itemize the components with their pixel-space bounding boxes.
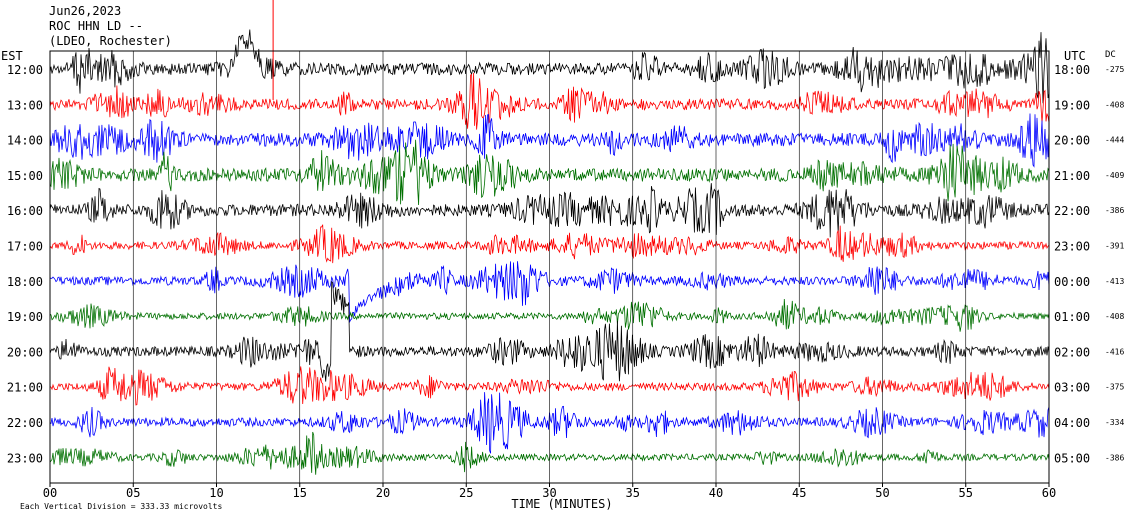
x-tick-label: 05 xyxy=(126,486,140,500)
est-hour-label: 23:00 xyxy=(7,451,43,465)
right-timezone-label: UTC xyxy=(1064,49,1086,63)
est-hour-label: 18:00 xyxy=(7,275,43,289)
est-hour-label: 19:00 xyxy=(7,310,43,324)
est-hour-label: 14:00 xyxy=(7,134,43,148)
header-network: (LDEO, Rochester) xyxy=(49,34,172,48)
dc-offset-label: -391 xyxy=(1105,242,1124,251)
dc-offset-label: -444 xyxy=(1105,136,1124,145)
x-tick-label: 55 xyxy=(959,486,973,500)
x-tick-label: 30 xyxy=(542,486,556,500)
x-tick-label: 35 xyxy=(626,486,640,500)
dc-offset-label: -408 xyxy=(1105,312,1124,321)
dc-offset-label: -275 xyxy=(1105,65,1124,74)
utc-hour-label: 05:00 xyxy=(1054,451,1090,465)
utc-hour-label: 22:00 xyxy=(1054,204,1090,218)
utc-hour-label: 02:00 xyxy=(1054,345,1090,359)
x-tick-label: 60 xyxy=(1042,486,1056,500)
est-hour-label: 21:00 xyxy=(7,381,43,395)
x-tick-label: 25 xyxy=(459,486,473,500)
utc-hour-label: 19:00 xyxy=(1054,98,1090,112)
dc-offset-label: -386 xyxy=(1105,206,1124,215)
x-tick-label: 20 xyxy=(376,486,390,500)
dc-offset-label: -334 xyxy=(1105,418,1124,427)
x-tick-label: 00 xyxy=(43,486,57,500)
est-hour-label: 20:00 xyxy=(7,345,43,359)
utc-hour-label: 00:00 xyxy=(1054,275,1090,289)
utc-hour-label: 21:00 xyxy=(1054,169,1090,183)
dc-offset-label: -408 xyxy=(1105,100,1124,109)
dc-offset-label: -375 xyxy=(1105,383,1124,392)
dc-offset-label: -413 xyxy=(1105,277,1124,286)
x-tick-label: 40 xyxy=(709,486,723,500)
utc-hour-label: 18:00 xyxy=(1054,63,1090,77)
x-tick-label: 45 xyxy=(792,486,806,500)
x-axis-ticks: 00 05 10 15 20 25 30 35 40 45 50 55 60 xyxy=(43,483,1056,500)
dc-header-label: DC xyxy=(1105,50,1116,60)
left-timezone-label: EST xyxy=(1,49,23,63)
x-tick-label: 15 xyxy=(293,486,307,500)
x-tick-label: 10 xyxy=(209,486,223,500)
est-hour-label: 13:00 xyxy=(7,98,43,112)
utc-hour-label: 23:00 xyxy=(1054,240,1090,254)
x-tick-label: 50 xyxy=(875,486,889,500)
utc-hour-label: 03:00 xyxy=(1054,381,1090,395)
est-hour-label: 22:00 xyxy=(7,416,43,430)
est-hour-label: 17:00 xyxy=(7,240,43,254)
minute-gridlines xyxy=(49,51,1050,483)
est-hour-label: 12:00 xyxy=(7,63,43,77)
x-axis-label: TIME (MINUTES) xyxy=(511,497,612,511)
est-hour-label: 15:00 xyxy=(7,169,43,183)
dc-offset-label: -386 xyxy=(1105,453,1124,462)
header-station: ROC HHN LD -- xyxy=(49,19,143,33)
utc-hour-label: 01:00 xyxy=(1054,310,1090,324)
dc-offset-label: -416 xyxy=(1105,347,1124,356)
utc-hour-label: 20:00 xyxy=(1054,134,1090,148)
row-labels: 12:00 18:00 -275 13:00 19:00 -408 14:00 20:00 -4… xyxy=(7,63,1125,465)
est-hour-label: 16:00 xyxy=(7,204,43,218)
header-date: Jun26,2023 xyxy=(49,4,121,18)
utc-hour-label: 04:00 xyxy=(1054,416,1090,430)
dc-offset-label: -409 xyxy=(1105,171,1124,180)
scale-note: Each Vertical Division = 333.33 microvol… xyxy=(20,502,222,511)
